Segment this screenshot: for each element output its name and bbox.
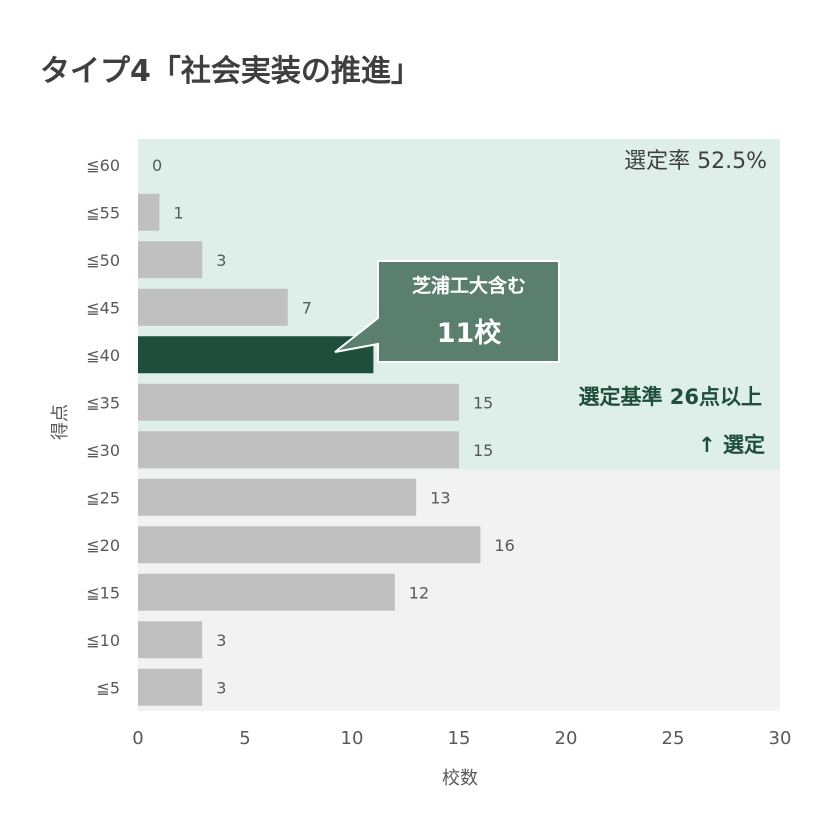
x-tick-label: 5 [239,728,250,749]
value-label: 0 [152,156,162,175]
bar [138,431,459,469]
y-tick-label: ≦60 [86,156,120,175]
bar [138,526,481,564]
y-tick-label: ≦25 [86,488,120,507]
callout: 芝浦工大含む 11校 [334,260,560,363]
selected-arrow-label: ↑ 選定 [698,433,765,457]
bar [138,621,203,659]
criteria-label: 選定基準 26点以上 [578,385,762,409]
y-tick-label: ≦20 [86,536,120,555]
x-tick-label: 0 [132,728,143,749]
x-tick-label: 30 [769,728,792,749]
value-label: 12 [409,583,429,602]
bar [138,573,395,611]
bar [138,668,203,706]
y-tick-label: ≦30 [86,441,120,460]
y-tick-label: ≦45 [86,298,120,317]
value-label: 3 [216,251,226,270]
x-tick-labels: 0 5 10 15 20 25 30 [132,728,791,749]
bar [138,241,203,279]
x-tick-label: 15 [448,728,471,749]
value-label: 13 [430,488,450,507]
value-label: 7 [302,298,312,317]
value-label: 3 [216,631,226,650]
y-tick-label: ≦5 [96,678,120,697]
bars-group [138,193,481,706]
chart-title: タイプ4「社会実装の推進」 [40,54,421,89]
y-tick-label: ≦10 [86,631,120,650]
value-label: 15 [473,441,493,460]
value-label: 15 [473,393,493,412]
callout-line2: 11校 [437,317,502,349]
y-tick-label: ≦50 [86,251,120,270]
x-tick-label: 25 [662,728,685,749]
bar [138,383,459,421]
bar [138,193,160,231]
x-axis-label: 校数 [442,768,478,789]
x-tick-label: 10 [341,728,364,749]
y-tick-label: ≦35 [86,393,120,412]
value-label: 1 [173,203,183,222]
value-label: 3 [216,678,226,697]
y-axis-label: 得点 [50,404,71,440]
y-tick-label: ≦15 [86,583,120,602]
selection-rate-label: 選定率 52.5% [624,149,767,174]
y-tick-labels: ≦60 ≦55 ≦50 ≦45 ≦40 ≦35 ≦30 ≦25 ≦20 ≦15 ≦10 ≦5 [86,156,120,698]
value-label: 16 [494,536,514,555]
x-tick-label: 20 [555,728,578,749]
callout-box [334,260,560,363]
bar [138,478,417,516]
y-tick-label: ≦40 [86,346,120,365]
y-tick-label: ≦55 [86,203,120,222]
bar-highlight [138,336,374,374]
callout-line1: 芝浦工大含む [412,274,526,297]
bar [138,288,288,326]
